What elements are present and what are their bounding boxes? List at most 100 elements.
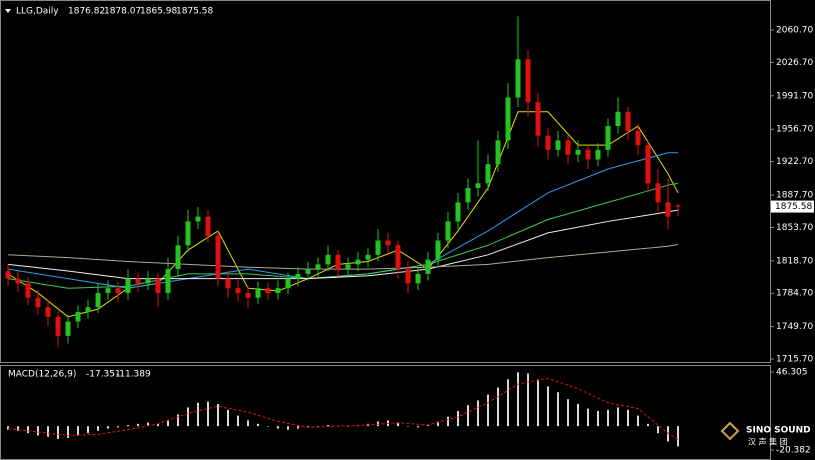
y-tick-label: 2060.70 <box>776 26 813 36</box>
candle-body <box>545 135 551 150</box>
macd-bar <box>97 426 99 431</box>
macd-bar <box>407 426 409 427</box>
candle-body <box>15 278 21 284</box>
moving-average <box>7 243 679 270</box>
candle-body <box>295 273 301 279</box>
candle-body <box>605 126 611 150</box>
candle-body <box>435 240 441 260</box>
main-panel-frame <box>0 0 771 363</box>
y-tick-label: 1715.70 <box>776 355 813 365</box>
candle-body <box>125 278 131 293</box>
macd-bar <box>277 426 279 429</box>
y-tick-label: 1749.70 <box>776 322 813 332</box>
candle-body <box>625 111 631 131</box>
candle-body <box>85 307 91 313</box>
macd-bar <box>447 416 449 427</box>
candle-body <box>405 269 411 284</box>
macd-bar <box>27 426 29 434</box>
candle-body <box>115 288 121 293</box>
candle-body <box>355 259 361 265</box>
y-tick-label: 1991.70 <box>776 91 813 101</box>
macd-bar <box>397 422 399 427</box>
candle-body <box>165 269 171 293</box>
macd-bar <box>547 386 549 427</box>
y-tick-label: 2026.70 <box>776 58 813 68</box>
macd-bar <box>597 410 599 427</box>
y-tick-label: 46.305 <box>776 368 808 378</box>
macd-bar <box>77 426 79 436</box>
candle-body <box>505 97 511 141</box>
candle-body <box>195 216 201 222</box>
macd-bar <box>137 423 139 427</box>
macd-bar <box>157 423 159 427</box>
macd-bar <box>627 409 629 427</box>
candle-body <box>495 140 501 165</box>
macd-bar <box>17 426 19 431</box>
close-label: 1875.58 <box>176 7 213 17</box>
macd-bar <box>427 424 429 427</box>
candle-body <box>325 254 331 265</box>
y-tick-label: 1887.70 <box>776 191 813 201</box>
candle-body <box>675 205 681 207</box>
candle-body <box>375 240 381 255</box>
macd-signal <box>7 377 679 440</box>
macd-bar <box>57 426 59 440</box>
macd-bar <box>207 401 209 427</box>
macd-bar <box>557 392 559 427</box>
logo: SINO SOUND 汉 声 集 团 <box>720 421 811 447</box>
logo-subtitle: 汉 声 集 团 <box>748 437 788 447</box>
macd-bar <box>167 420 169 427</box>
candle-body <box>335 254 341 270</box>
macd-bar <box>197 402 199 427</box>
macd-title: MACD(12,26,9) <box>8 370 76 380</box>
candle-body <box>305 269 311 274</box>
candle-body <box>45 307 51 317</box>
candle-body <box>25 283 31 298</box>
candle-body <box>445 221 451 241</box>
macd-bar <box>657 426 659 434</box>
macd-bar <box>287 426 289 430</box>
macd-bar <box>237 415 239 427</box>
candle-body <box>415 273 421 284</box>
macd-bar <box>647 423 649 427</box>
macd-bar <box>147 422 149 427</box>
y-tick-label: -20.382 <box>776 446 811 456</box>
open-label: 1876.82 <box>68 7 105 17</box>
macd-bar <box>317 426 319 427</box>
price-tag-box <box>771 200 814 213</box>
candle-body <box>425 259 431 274</box>
low-label: 1865.98 <box>140 7 177 17</box>
y-tick-label: 1818.70 <box>776 256 813 266</box>
candle-body <box>145 278 151 284</box>
macd-bar <box>577 403 579 427</box>
candle-body <box>135 278 141 284</box>
candle-body <box>655 183 661 203</box>
macd-bar <box>607 409 609 427</box>
macd-bar <box>307 426 309 428</box>
candle-body <box>315 264 321 270</box>
candle-body <box>5 271 11 279</box>
macd-bar <box>107 426 109 429</box>
symbol-label: LLG,Daily <box>16 7 59 17</box>
macd-bar <box>487 394 489 427</box>
macd-bar <box>417 426 419 428</box>
candle-body <box>285 278 291 289</box>
candle-body <box>485 164 491 184</box>
candle-body <box>225 278 231 289</box>
y-tick-label: 1853.70 <box>776 223 813 233</box>
macd-bar <box>217 403 219 427</box>
candle-body <box>55 316 61 336</box>
candle-body <box>645 145 651 184</box>
macd-bar <box>497 387 499 427</box>
candle-body <box>185 221 191 246</box>
macd-bar <box>327 424 329 427</box>
candle-body <box>35 297 41 308</box>
candle-body <box>105 288 111 293</box>
macd-bar <box>37 426 39 436</box>
macd-bar <box>677 426 679 447</box>
macd-bar <box>567 399 569 427</box>
macd-bar <box>437 421 439 427</box>
